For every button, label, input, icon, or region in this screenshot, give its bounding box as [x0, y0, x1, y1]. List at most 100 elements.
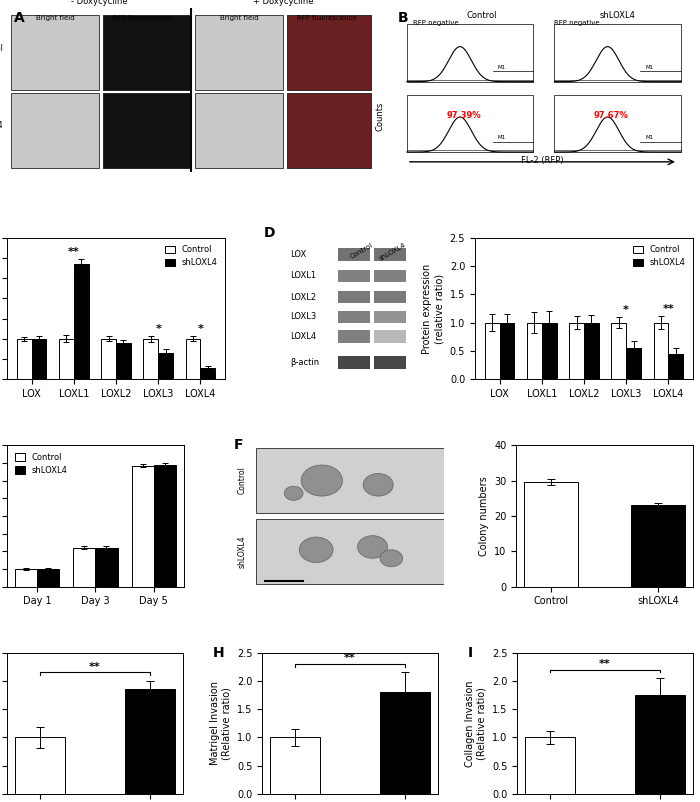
Bar: [37, 569, 60, 586]
Legend: Control, shLOXL4: Control, shLOXL4: [629, 242, 689, 271]
Bar: [95, 548, 118, 586]
Circle shape: [363, 473, 393, 496]
Text: M1: M1: [645, 65, 654, 70]
Bar: [15, 569, 37, 586]
Bar: [10, 14, 99, 90]
Text: LOX: LOX: [290, 250, 307, 259]
Bar: [374, 249, 407, 261]
Text: shLOXL4: shLOXL4: [378, 242, 406, 262]
Circle shape: [300, 537, 333, 562]
Text: Control: Control: [238, 467, 246, 495]
Bar: [407, 24, 533, 82]
Text: LOXL3: LOXL3: [290, 313, 316, 322]
Bar: [158, 353, 173, 379]
Bar: [125, 690, 175, 794]
Circle shape: [301, 465, 342, 496]
Bar: [256, 448, 444, 513]
Text: 97.39%: 97.39%: [447, 111, 481, 119]
Text: 97.67%: 97.67%: [594, 111, 629, 119]
Text: - Doxycycline: - Doxycycline: [71, 0, 127, 6]
Bar: [500, 322, 514, 379]
Text: A: A: [15, 11, 25, 26]
Bar: [338, 356, 370, 368]
Text: H: H: [213, 646, 225, 659]
Bar: [10, 93, 99, 168]
Text: *: *: [623, 306, 629, 315]
Y-axis label: Colony numbers: Colony numbers: [479, 476, 489, 556]
Bar: [374, 291, 407, 303]
Text: M1: M1: [498, 65, 506, 70]
Bar: [374, 356, 407, 368]
Circle shape: [358, 536, 388, 558]
Bar: [407, 95, 533, 152]
Text: D: D: [264, 226, 275, 241]
Bar: [654, 322, 668, 379]
Text: Control: Control: [349, 242, 375, 260]
Bar: [554, 95, 681, 152]
Bar: [102, 338, 116, 379]
Bar: [103, 93, 191, 168]
Text: Bright field: Bright field: [220, 14, 258, 21]
Bar: [200, 368, 215, 379]
Bar: [636, 695, 685, 794]
Bar: [485, 322, 500, 379]
Bar: [338, 249, 370, 261]
Bar: [525, 738, 575, 794]
Circle shape: [284, 486, 303, 500]
Bar: [527, 322, 542, 379]
Bar: [611, 322, 626, 379]
Text: Counts: Counts: [375, 101, 384, 131]
Text: M1: M1: [498, 136, 506, 140]
Bar: [186, 338, 200, 379]
Bar: [74, 264, 89, 379]
Text: RFP fluorescence: RFP fluorescence: [113, 14, 173, 21]
Bar: [59, 338, 74, 379]
Bar: [132, 465, 154, 586]
Bar: [626, 348, 641, 379]
Bar: [116, 342, 131, 379]
Text: I: I: [468, 646, 473, 659]
Bar: [338, 269, 370, 282]
Text: *: *: [155, 324, 161, 334]
Bar: [554, 24, 681, 82]
Bar: [195, 14, 283, 90]
Y-axis label: Collagen Invasion
(Relative ratio): Collagen Invasion (Relative ratio): [465, 680, 486, 767]
Bar: [631, 505, 685, 586]
Bar: [584, 322, 598, 379]
Bar: [374, 269, 407, 282]
Bar: [195, 93, 283, 168]
Text: LOXL4: LOXL4: [290, 332, 316, 341]
Text: Control: Control: [467, 11, 498, 20]
Text: B: B: [398, 11, 409, 26]
Text: LOXL2: LOXL2: [290, 293, 316, 302]
Text: *: *: [197, 324, 204, 334]
Bar: [338, 330, 370, 343]
Text: FL-2 (RFP): FL-2 (RFP): [521, 156, 564, 165]
Bar: [524, 482, 577, 586]
Bar: [144, 338, 158, 379]
Bar: [17, 338, 32, 379]
Bar: [154, 464, 176, 586]
Text: **: **: [89, 662, 101, 672]
Text: + Doxycycline: + Doxycycline: [253, 0, 314, 6]
Text: RFP negative: RFP negative: [554, 20, 600, 26]
Text: **: **: [662, 304, 674, 314]
Bar: [668, 354, 683, 379]
Legend: Control, shLOXL4: Control, shLOXL4: [162, 242, 221, 271]
Text: β-actin: β-actin: [290, 358, 319, 367]
Bar: [103, 14, 191, 90]
Text: M1: M1: [645, 136, 654, 140]
Bar: [338, 291, 370, 303]
Text: shLOXL4: shLOXL4: [238, 535, 246, 568]
Text: RFP fluorescence: RFP fluorescence: [298, 14, 357, 21]
Bar: [256, 519, 444, 584]
Bar: [374, 330, 407, 343]
Bar: [15, 738, 64, 794]
Text: shLOXL4: shLOXL4: [600, 11, 636, 20]
Bar: [270, 738, 320, 794]
Bar: [374, 310, 407, 323]
Bar: [287, 93, 372, 168]
Text: Control: Control: [0, 44, 4, 54]
Text: RFP negative: RFP negative: [413, 20, 459, 26]
Bar: [542, 322, 557, 379]
